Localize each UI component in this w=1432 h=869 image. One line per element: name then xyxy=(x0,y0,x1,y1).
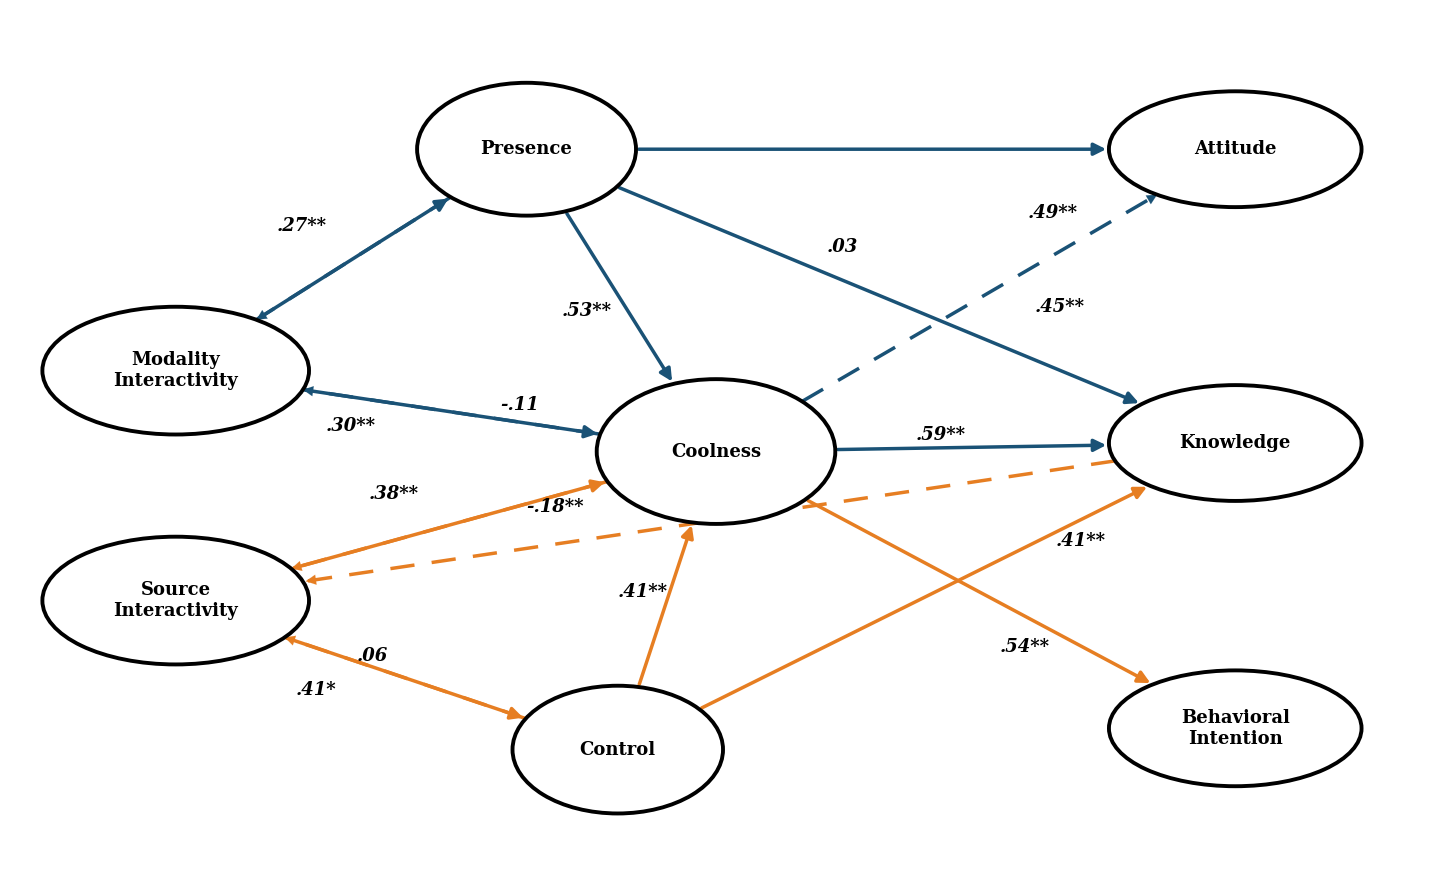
Text: .53**: .53** xyxy=(561,302,611,320)
Ellipse shape xyxy=(513,686,723,813)
Text: .41**: .41** xyxy=(619,583,667,601)
Text: Source
Interactivity: Source Interactivity xyxy=(113,581,238,620)
Text: Knowledge: Knowledge xyxy=(1180,434,1290,452)
Text: Attitude: Attitude xyxy=(1194,140,1276,158)
Text: Modality
Interactivity: Modality Interactivity xyxy=(113,351,238,390)
Ellipse shape xyxy=(43,537,309,665)
Ellipse shape xyxy=(417,83,636,216)
Text: .03: .03 xyxy=(826,238,858,256)
Text: -.18**: -.18** xyxy=(526,498,583,516)
Ellipse shape xyxy=(1108,385,1362,501)
Ellipse shape xyxy=(597,379,835,524)
Text: Presence: Presence xyxy=(481,140,573,158)
Text: .59**: .59** xyxy=(915,426,965,443)
Text: .41*: .41* xyxy=(296,681,337,699)
Text: Coolness: Coolness xyxy=(672,442,760,461)
Text: .49**: .49** xyxy=(1028,204,1078,222)
Text: .27**: .27** xyxy=(276,217,326,235)
Text: -.11: -.11 xyxy=(500,395,538,414)
Text: Behavioral
Intention: Behavioral Intention xyxy=(1181,709,1290,747)
Ellipse shape xyxy=(43,307,309,434)
Text: .06: .06 xyxy=(357,647,388,665)
Text: Control: Control xyxy=(580,740,656,759)
Text: .41**: .41** xyxy=(1055,532,1106,550)
Text: .45**: .45** xyxy=(1035,298,1085,315)
Text: .38**: .38** xyxy=(368,485,418,503)
Text: .54**: .54** xyxy=(1000,639,1050,656)
Text: .30**: .30** xyxy=(326,417,377,435)
Ellipse shape xyxy=(1108,670,1362,786)
Ellipse shape xyxy=(1108,91,1362,207)
